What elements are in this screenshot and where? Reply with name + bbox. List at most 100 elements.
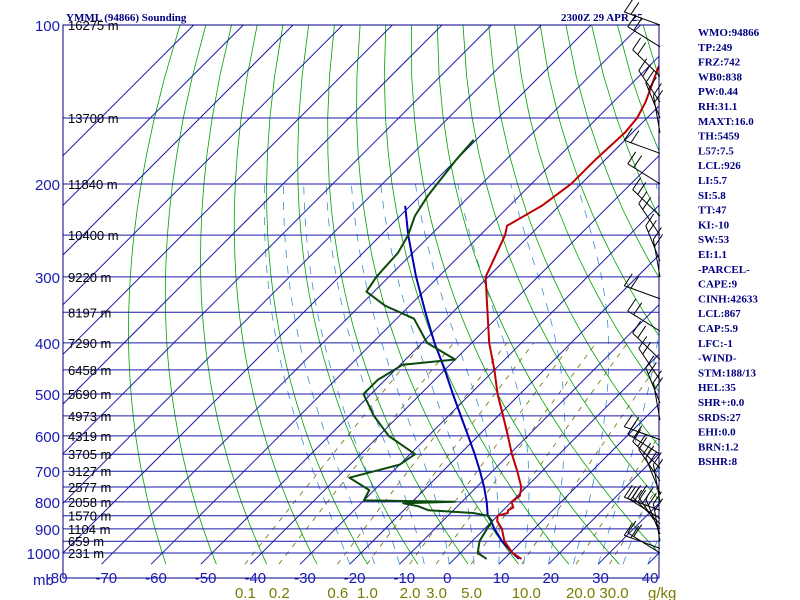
wind-barb-feather	[654, 89, 664, 103]
wind-barb-feather	[638, 191, 648, 204]
dry-adiabat-line	[383, 25, 570, 565]
wind-barb	[652, 491, 664, 542]
wind-barb-staff	[624, 11, 661, 26]
moist-adiabat-line	[350, 183, 450, 565]
dry-adiabat-line	[164, 25, 217, 565]
wind-barb-staff	[624, 139, 661, 154]
wind-barb-feather	[647, 452, 657, 465]
index-line: BSHR:8	[698, 456, 738, 468]
moist-adiabat-line	[597, 183, 659, 565]
index-line: KI:-10	[698, 219, 730, 231]
dry-adiabat-line	[539, 25, 659, 337]
wind-barb-feather	[645, 70, 655, 84]
wind-barb-staff	[624, 426, 661, 441]
wind-barb-staff	[627, 26, 661, 48]
wind-barb-feather	[623, 523, 633, 536]
mixing-ratio-label: 10.0	[512, 585, 541, 600]
height-label: 6458 m	[68, 363, 111, 378]
mixing-ratio-line	[470, 342, 628, 565]
moist-adiabat-line	[572, 183, 610, 565]
index-line: STM:188/13	[698, 367, 757, 379]
wind-barbs	[623, 0, 664, 554]
isotherm-line	[349, 254, 659, 565]
isotherm-line	[448, 353, 659, 565]
index-line: LI:5.7	[698, 175, 728, 187]
wind-barb-staff	[627, 433, 661, 455]
sounding-indices: WMO:94866 TP:249 FRZ:742 WB0:838 PW:0.44 RH:3…	[698, 27, 760, 468]
moist-adiabat-line	[510, 183, 566, 565]
wind-barb-feather	[642, 442, 652, 456]
mixing-ratio-label: 2.0	[400, 585, 421, 600]
wind-barb-feather	[627, 14, 637, 27]
index-line: EI:1.1	[698, 249, 727, 261]
height-label: 4973 m	[68, 409, 111, 424]
dry-adiabat-line	[128, 25, 181, 565]
isotherm-line	[63, 25, 393, 356]
height-label: 9220 m	[68, 270, 111, 285]
temperature-tick-label: -10	[393, 570, 415, 587]
wind-barb-feather	[630, 275, 640, 289]
wind-barb-feather	[654, 234, 664, 247]
mixing-ratio-lines	[244, 342, 659, 565]
index-line: LCL:867	[698, 308, 741, 320]
pressure-tick-label: 300	[35, 270, 60, 287]
wind-barb-staff	[645, 225, 661, 262]
isotherm-line	[548, 452, 659, 565]
pressure-tick-label: 800	[35, 495, 60, 512]
wind-barb-feather	[642, 64, 652, 77]
wind-barb-feather	[627, 520, 637, 534]
mixing-ratio-label: 0.6	[327, 585, 348, 600]
wind-barb-feather	[623, 128, 633, 141]
temperature-tick-label: -60	[145, 570, 167, 587]
wind-barb-feather	[633, 302, 643, 315]
index-line: EHI:0.0	[698, 427, 736, 439]
index-line: SI:5.8	[698, 190, 726, 202]
index-line: -PARCEL-	[698, 264, 750, 276]
valid-time: 2300Z 29 APR 25	[561, 12, 643, 24]
height-label: 2577 m	[68, 480, 111, 495]
wind-barb-staff	[638, 203, 661, 236]
height-label: 3705 m	[68, 447, 111, 462]
wind-barb-feather	[642, 197, 652, 210]
wind-barb	[627, 520, 661, 554]
isotherm-line	[200, 105, 659, 565]
wind-barb-feather	[633, 18, 643, 31]
height-label: 659 m	[68, 534, 104, 549]
wind-barb-feather	[642, 341, 652, 355]
dry-adiabat-line	[411, 25, 620, 565]
wind-barb-feather	[647, 220, 657, 233]
unit-label: mb	[33, 572, 54, 589]
mixing-ratio-label: 30.0	[599, 585, 628, 600]
index-line: L57:7.5	[698, 145, 734, 157]
temperature-tick-label: 30	[592, 570, 609, 587]
isotherm-line	[63, 25, 443, 405]
mixing-ratio-line	[366, 342, 535, 565]
wind-barb-staff	[638, 348, 661, 381]
wind-barb-feather	[633, 524, 643, 537]
wind-barb-feather	[654, 459, 664, 472]
height-label: 1104 m	[68, 522, 110, 537]
index-line: HEL:35	[698, 382, 736, 394]
wind-barb	[627, 151, 661, 185]
height-label: 7290 m	[68, 336, 111, 351]
wind-barb-feather	[623, 0, 633, 13]
wind-barb	[652, 227, 664, 278]
index-line: PW:0.44	[698, 86, 739, 98]
index-line: WB0:838	[698, 71, 743, 83]
height-label: 231 m	[68, 546, 104, 561]
dry-adiabat-line	[266, 25, 368, 565]
wind-barb-staff	[632, 496, 661, 525]
index-line: SHR+:0.0	[698, 397, 745, 409]
wind-barb-feather	[652, 370, 662, 383]
index-line: SRDS:27	[698, 412, 741, 424]
mixing-ratio-line	[409, 342, 573, 565]
height-label: 13700 m	[68, 111, 119, 126]
dry-adiabat-line	[591, 25, 659, 218]
wind-barb	[632, 37, 661, 77]
wind-barb	[623, 273, 661, 300]
mixing-ratio-line	[278, 342, 454, 565]
isotherm-line	[498, 403, 659, 565]
index-line: -WIND-	[698, 353, 737, 365]
wind-barb-feather	[645, 355, 655, 369]
index-line: LFC:-1	[698, 338, 733, 350]
